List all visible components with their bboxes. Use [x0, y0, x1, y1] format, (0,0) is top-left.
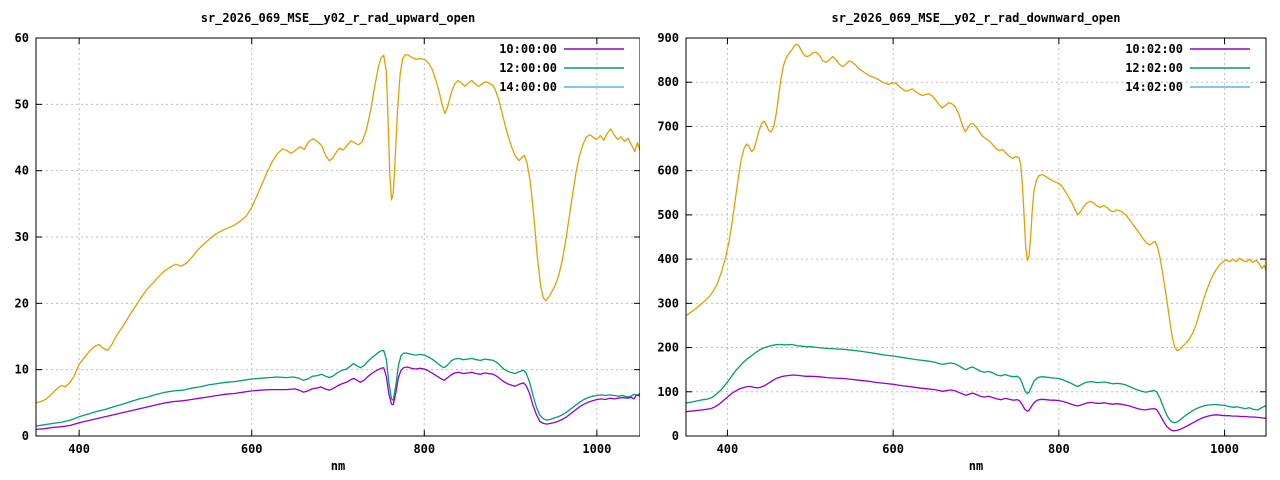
series-line-unlabeled-orange — [685, 43, 1267, 352]
x-axis-label: nm — [331, 459, 345, 473]
chart-title-downward: sr_2026_069_MSE__y02_r_rad_downward_open — [831, 11, 1121, 25]
y-tick-label: 100 — [657, 385, 679, 399]
x-tick-label: 600 — [882, 442, 904, 456]
x-tick-label: 400 — [717, 442, 739, 456]
legend-label: 14:02:00 — [1125, 80, 1183, 94]
y-tick-label: 20 — [15, 296, 29, 310]
y-tick-label: 300 — [657, 296, 679, 310]
x-tick-label: 400 — [68, 442, 90, 456]
y-tick-label: 30 — [15, 230, 29, 244]
y-tick-label: 0 — [22, 429, 29, 443]
y-tick-label: 200 — [657, 341, 679, 355]
x-axis-label: nm — [969, 459, 983, 473]
y-tick-label: 10 — [15, 363, 29, 377]
series-line-12:00:00 — [35, 349, 640, 427]
series-line-12:02:00 — [685, 343, 1267, 424]
y-tick-label: 400 — [657, 252, 679, 266]
x-tick-label: 800 — [413, 442, 435, 456]
series-line-10:02:00 — [685, 374, 1267, 432]
chart-upward: sr_2026_069_MSE__y02_r_rad_upward_open 4… — [15, 11, 640, 473]
series-line-10:00:00 — [35, 366, 640, 431]
chart-plot-upward: 400 600 800 1000 0 10 20 30 40 50 60 nm 10:00:00 12:0… — [15, 31, 640, 473]
x-tick-label: 600 — [241, 442, 263, 456]
legend-label: 14:00:00 — [499, 80, 557, 94]
y-tick-label: 900 — [657, 31, 679, 45]
x-tick-label: 800 — [1048, 442, 1070, 456]
y-tick-label: 600 — [657, 164, 679, 178]
y-tick-label: 800 — [657, 75, 679, 89]
y-tick-label: 60 — [15, 31, 29, 45]
plot-frame — [685, 37, 1267, 437]
legend-label: 12:02:00 — [1125, 61, 1183, 75]
chart-downward: sr_2026_069_MSE__y02_r_rad_downward_open… — [640, 0, 1280, 480]
y-tick-label: 500 — [657, 208, 679, 222]
y-tick-label: 40 — [15, 164, 29, 178]
y-tick-label: 0 — [672, 429, 679, 443]
x-tick-label: 1000 — [582, 442, 611, 456]
legend-label: 12:00:00 — [499, 61, 557, 75]
y-tick-label: 50 — [15, 97, 29, 111]
x-tick-label: 1000 — [1210, 442, 1239, 456]
chart-plot-downward: 400 600 800 1000 0 100 200 300 400 500 600 700 800 90… — [657, 31, 1267, 473]
y-tick-label: 700 — [657, 119, 679, 133]
legend-label: 10:00:00 — [499, 42, 557, 56]
series-line-unlabeled-orange — [35, 53, 640, 404]
chart-title-upward: sr_2026_069_MSE__y02_r_rad_upward_open — [200, 11, 476, 25]
legend-label: 10:02:00 — [1125, 42, 1183, 56]
